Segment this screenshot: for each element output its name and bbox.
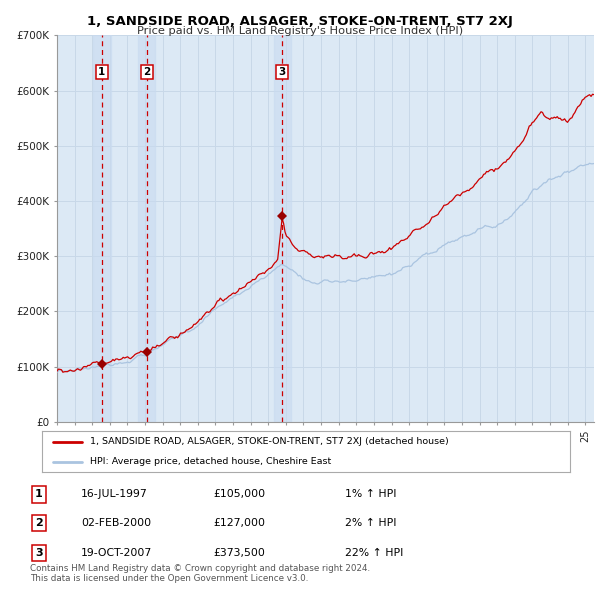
Text: HPI: Average price, detached house, Cheshire East: HPI: Average price, detached house, Ches… [89, 457, 331, 466]
Text: 1, SANDSIDE ROAD, ALSAGER, STOKE-ON-TRENT, ST7 2XJ (detached house): 1, SANDSIDE ROAD, ALSAGER, STOKE-ON-TREN… [89, 437, 448, 447]
Text: £127,000: £127,000 [213, 519, 265, 528]
Text: £105,000: £105,000 [213, 490, 265, 499]
Text: 1% ↑ HPI: 1% ↑ HPI [345, 490, 397, 499]
Text: Price paid vs. HM Land Registry's House Price Index (HPI): Price paid vs. HM Land Registry's House … [137, 26, 463, 36]
Bar [138, 35, 155, 422]
Text: 1: 1 [98, 67, 106, 77]
Text: 3: 3 [279, 67, 286, 77]
Text: £373,500: £373,500 [213, 548, 265, 558]
Text: 1, SANDSIDE ROAD, ALSAGER, STOKE-ON-TRENT, ST7 2XJ: 1, SANDSIDE ROAD, ALSAGER, STOKE-ON-TREN… [87, 15, 513, 28]
Text: 22% ↑ HPI: 22% ↑ HPI [345, 548, 403, 558]
Text: 2: 2 [143, 67, 150, 77]
Text: 16-JUL-1997: 16-JUL-1997 [81, 490, 148, 499]
Bar [93, 35, 110, 422]
Text: 2: 2 [35, 519, 43, 528]
Text: 02-FEB-2000: 02-FEB-2000 [81, 519, 151, 528]
Text: 3: 3 [35, 548, 43, 558]
Text: 1: 1 [35, 490, 43, 499]
Text: 2% ↑ HPI: 2% ↑ HPI [345, 519, 397, 528]
Bar [274, 35, 291, 422]
Text: Contains HM Land Registry data © Crown copyright and database right 2024.
This d: Contains HM Land Registry data © Crown c… [30, 563, 370, 583]
Text: 19-OCT-2007: 19-OCT-2007 [81, 548, 152, 558]
